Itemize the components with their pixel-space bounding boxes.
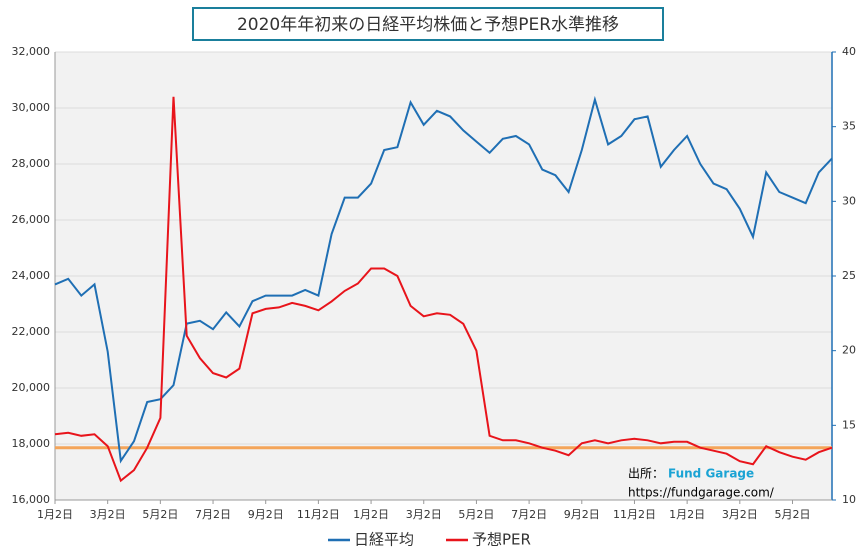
- title-box: [192, 7, 664, 41]
- chart-title: 2020年年初来の日経平均株価と予想PER水準推移: [237, 15, 619, 35]
- x-tick-label: 9月2日: [564, 508, 600, 521]
- legend-label: 予想PER: [472, 531, 531, 549]
- source-name: Fund Garage: [668, 467, 754, 481]
- y2-tick-label: 15: [842, 418, 856, 431]
- x-tick-label: 5月2日: [458, 508, 494, 521]
- x-tick-label: 3月2日: [406, 508, 442, 521]
- y-tick-label: 30,000: [12, 101, 51, 114]
- y-tick-label: 26,000: [12, 213, 51, 226]
- y2-tick-label: 40: [842, 45, 856, 58]
- x-tick-label: 1月2日: [669, 508, 705, 521]
- y-tick-label: 16,000: [12, 493, 51, 506]
- y-tick-label: 20,000: [12, 381, 51, 394]
- source-label: 出所：: [628, 467, 664, 481]
- y-tick-label: 22,000: [12, 325, 51, 338]
- x-tick-label: 3月2日: [722, 508, 758, 521]
- x-tick-label: 3月2日: [90, 508, 126, 521]
- series-line: [54, 95, 833, 464]
- y-tick-label: 28,000: [12, 157, 51, 170]
- y2-tick-label: 30: [842, 194, 856, 207]
- x-tick-label: 7月2日: [195, 508, 231, 521]
- x-tick-label: 5月2日: [142, 508, 178, 521]
- x-tick-label: 11月2日: [613, 508, 656, 521]
- series-line: [54, 96, 833, 483]
- x-tick-label: 11月2日: [297, 508, 340, 521]
- x-tick-label: 1月2日: [37, 508, 73, 521]
- source-url: https://fundgarage.com/: [628, 486, 775, 500]
- y-tick-label: 24,000: [12, 269, 51, 282]
- y2-tick-label: 10: [842, 493, 856, 506]
- legend-label: 日経平均: [354, 531, 414, 549]
- x-tick-label: 9月2日: [248, 508, 284, 521]
- y-tick-label: 18,000: [12, 437, 51, 450]
- y-tick-label: 32,000: [12, 45, 51, 58]
- x-tick-label: 5月2日: [774, 508, 810, 521]
- x-tick-label: 7月2日: [511, 508, 547, 521]
- y2-tick-label: 25: [842, 269, 856, 282]
- x-tick-label: 1月2日: [353, 508, 389, 521]
- y2-tick-label: 35: [842, 120, 856, 133]
- y2-tick-label: 20: [842, 344, 856, 357]
